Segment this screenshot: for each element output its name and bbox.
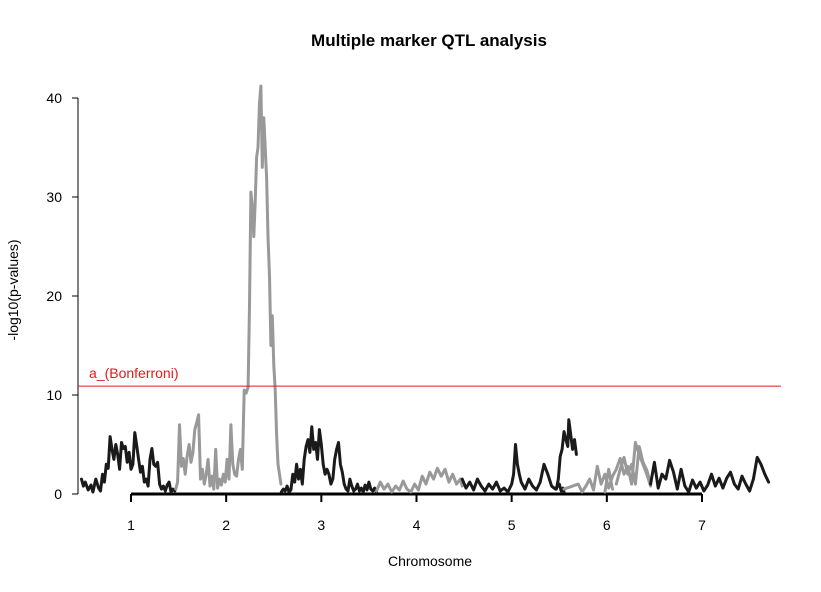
- threshold-group: a_(Bonferroni): [78, 365, 781, 387]
- series-line-chr5: [460, 443, 566, 494]
- y-tick-label: 30: [46, 189, 62, 205]
- x-tick-label: 5: [508, 517, 516, 533]
- x-tick-label: 6: [603, 517, 611, 533]
- series-line-chr5b: [554, 418, 578, 491]
- y-tick-label: 20: [46, 288, 62, 304]
- y-tick-label: 10: [46, 387, 62, 403]
- chromosome-series: [80, 84, 771, 494]
- series-line-chr4: [375, 466, 464, 494]
- series-line-chr2: [174, 84, 283, 491]
- x-axis: 1 2 3 4 5 6 7: [127, 492, 706, 533]
- x-tick-label: 7: [698, 517, 706, 533]
- y-tick-label: 40: [46, 90, 62, 106]
- y-axis: 0 10 20 30 40: [46, 90, 79, 502]
- series-line-chr6b: [603, 467, 614, 494]
- threshold-label: a_(Bonferroni): [89, 365, 179, 381]
- chart-title: Multiple marker QTL analysis: [311, 31, 547, 50]
- series-line-chr6c: [614, 445, 653, 486]
- series-line-chr7: [649, 455, 771, 494]
- x-tick-label: 4: [413, 517, 421, 533]
- x-tick-label: 3: [317, 517, 325, 533]
- series-line-chr3: [279, 425, 378, 494]
- x-axis-label: Chromosome: [388, 553, 472, 569]
- x-tick-label: 2: [222, 517, 230, 533]
- y-tick-label: 0: [54, 486, 62, 502]
- y-axis-label: -log10(p-values): [5, 239, 21, 340]
- x-tick-label: 1: [127, 517, 135, 533]
- series-line-chr1: [80, 431, 177, 494]
